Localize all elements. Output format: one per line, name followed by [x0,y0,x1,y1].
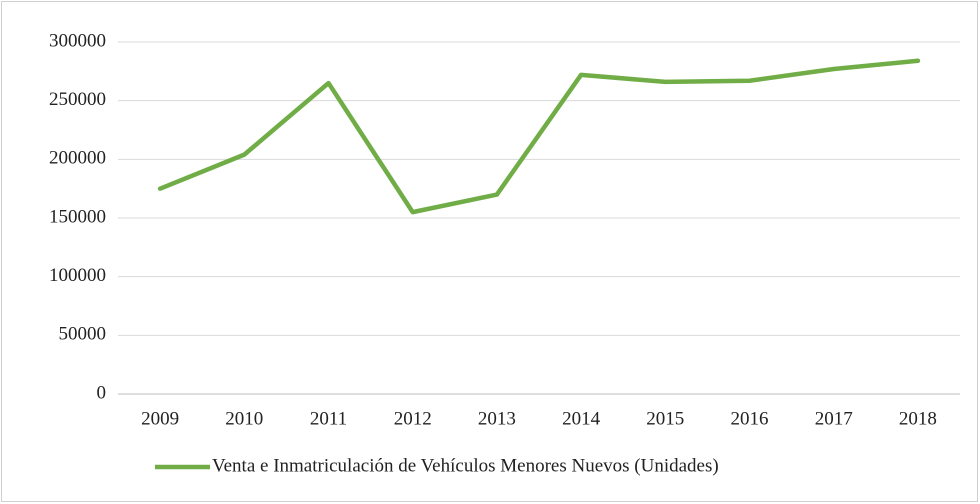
y-tick-label: 250000 [49,89,106,110]
y-tick-label: 0 [97,382,107,403]
y-tick-label: 150000 [49,206,106,227]
x-tick-label: 2015 [646,408,684,429]
x-tick-label: 2016 [731,408,769,429]
x-tick-label: 2010 [225,408,263,429]
y-tick-label: 50000 [59,324,107,345]
data-line [157,58,921,215]
x-tick-label: 2017 [815,408,853,429]
x-tick-label: 2013 [478,408,516,429]
x-tick-label: 2012 [394,408,432,429]
y-tick-label: 100000 [49,265,106,286]
x-tick-label: 2009 [141,408,179,429]
y-tick-label: 200000 [49,148,106,169]
x-tick-label: 2014 [562,408,601,429]
x-tick-label: 2011 [310,408,347,429]
x-tick-label: 2018 [899,408,937,429]
legend-label: Venta e Inmatriculación de Vehículos Men… [212,455,719,476]
y-tick-label: 300000 [49,30,106,51]
